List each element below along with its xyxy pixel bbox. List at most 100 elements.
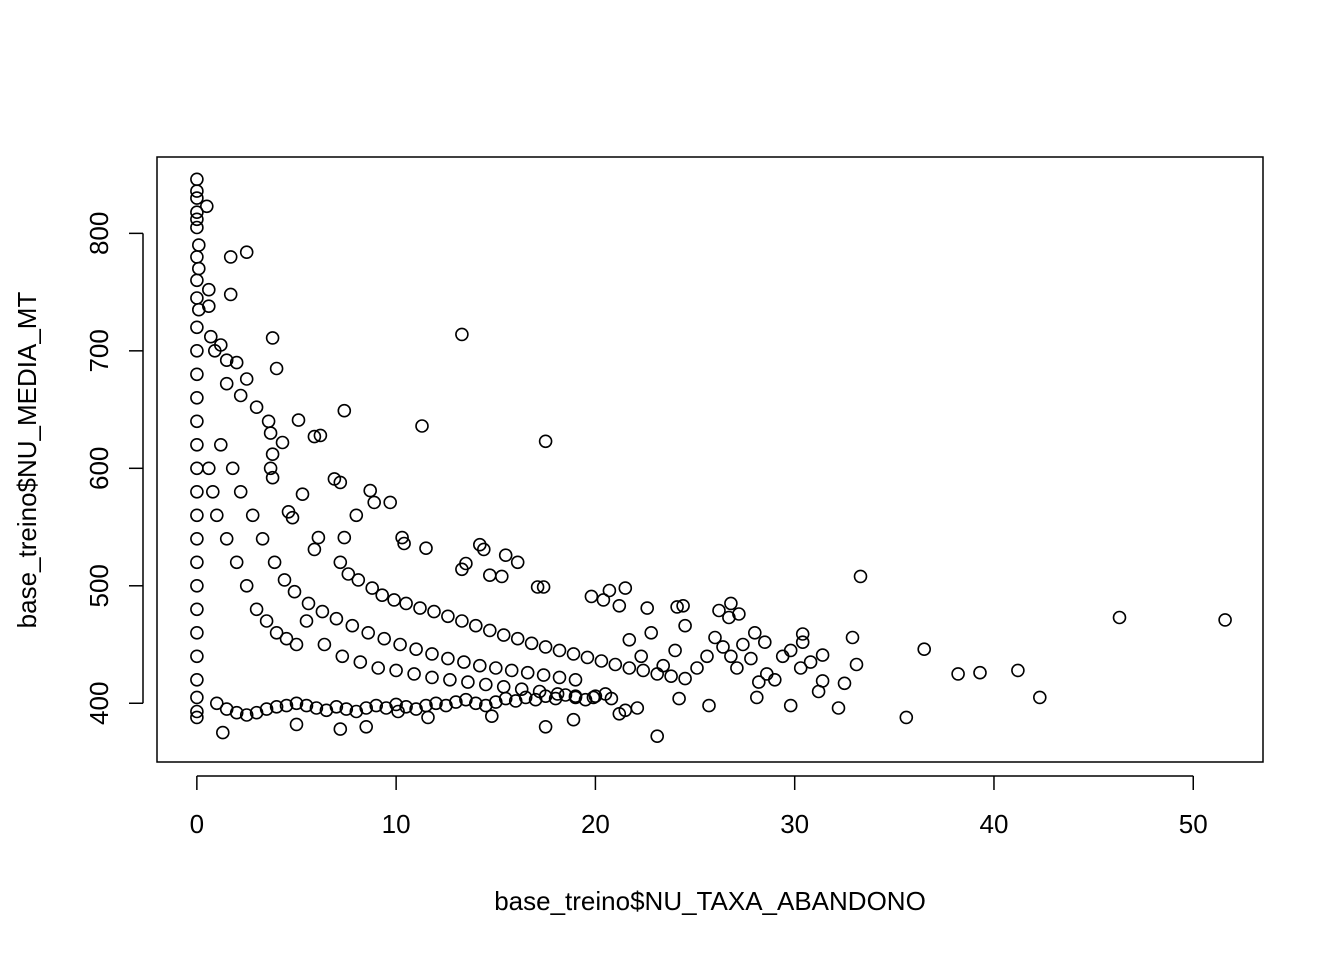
data-point	[265, 331, 280, 345]
data-point	[269, 699, 284, 714]
data-point	[708, 630, 722, 645]
data-point	[640, 601, 655, 615]
data-point	[190, 555, 204, 570]
data-point	[190, 625, 204, 640]
data-point	[333, 475, 348, 490]
data-point	[488, 661, 503, 675]
y-tick-label: 700	[84, 329, 114, 372]
data-point	[190, 484, 204, 499]
data-point	[219, 376, 234, 391]
data-point	[736, 637, 750, 652]
data-point	[208, 343, 222, 358]
data-point	[190, 184, 204, 198]
data-point	[783, 698, 798, 713]
data-point	[700, 649, 714, 664]
x-tick-label: 0	[190, 809, 204, 839]
data-point	[598, 687, 613, 701]
data-point	[202, 282, 216, 297]
x-axis-title: base_treino$NU_TAXA_ABANDONO	[494, 886, 926, 916]
data-point	[443, 672, 457, 687]
data-point	[584, 589, 599, 604]
data-point	[219, 353, 234, 368]
data-point	[245, 508, 260, 523]
data-point	[407, 667, 421, 681]
data-point	[311, 530, 326, 545]
data-point	[397, 536, 411, 551]
data-point	[389, 697, 403, 712]
data-point	[602, 583, 617, 598]
data-point	[206, 484, 220, 499]
data-point	[747, 625, 762, 640]
data-point	[668, 643, 682, 658]
data-point	[1033, 690, 1047, 705]
data-point	[190, 710, 204, 725]
data-point	[690, 661, 704, 675]
data-point	[724, 596, 738, 611]
data-point	[795, 627, 810, 641]
data-point	[783, 643, 798, 658]
data-point	[415, 419, 429, 433]
data-point	[277, 573, 292, 587]
data-point	[608, 657, 623, 672]
x-tick-label: 10	[382, 809, 411, 839]
data-point	[596, 593, 611, 607]
data-point	[333, 722, 348, 736]
data-point	[399, 699, 413, 714]
data-point	[455, 614, 469, 628]
data-point	[618, 581, 633, 595]
data-point	[289, 696, 304, 711]
data-point	[504, 663, 519, 678]
data-point	[295, 487, 310, 502]
data-point	[307, 429, 322, 444]
x-tick-label: 40	[980, 809, 1009, 839]
data-point	[202, 461, 216, 476]
data-point	[365, 581, 380, 595]
data-point	[815, 648, 830, 662]
data-point	[664, 669, 678, 684]
data-point	[223, 287, 238, 302]
data-point	[538, 689, 553, 704]
data-point	[594, 654, 609, 668]
data-point	[425, 647, 439, 661]
data-point	[498, 548, 513, 563]
data-point	[524, 636, 539, 651]
x-tick-label: 20	[581, 809, 610, 839]
data-point	[566, 712, 581, 727]
data-point	[520, 665, 535, 680]
data-point	[275, 435, 290, 450]
data-point	[899, 710, 914, 725]
data-point	[712, 603, 726, 618]
data-point	[496, 628, 511, 642]
data-point	[239, 245, 254, 259]
data-point	[190, 191, 204, 205]
data-point	[190, 320, 204, 335]
data-point	[478, 677, 493, 692]
data-point	[482, 623, 497, 638]
data-point	[538, 719, 553, 734]
data-point	[622, 632, 637, 647]
data-point	[498, 691, 513, 706]
data-point	[580, 650, 595, 665]
data-point	[190, 390, 204, 405]
data-point	[1112, 610, 1127, 625]
data-point	[672, 691, 686, 706]
data-point	[225, 461, 240, 476]
data-point	[429, 696, 443, 711]
data-point	[359, 701, 374, 715]
data-point	[538, 434, 553, 449]
data-point	[190, 531, 204, 546]
data-point	[566, 647, 581, 661]
data-point	[472, 537, 487, 552]
data-point	[702, 698, 716, 713]
data-point	[716, 640, 730, 654]
data-point	[586, 690, 601, 705]
data-point	[409, 642, 423, 657]
data-point	[190, 212, 204, 227]
data-point	[455, 562, 469, 577]
data-point	[190, 205, 204, 219]
data-point	[767, 672, 782, 687]
data-point	[803, 655, 818, 669]
data-point	[289, 637, 304, 652]
data-point	[210, 508, 224, 523]
data-point	[510, 555, 525, 570]
